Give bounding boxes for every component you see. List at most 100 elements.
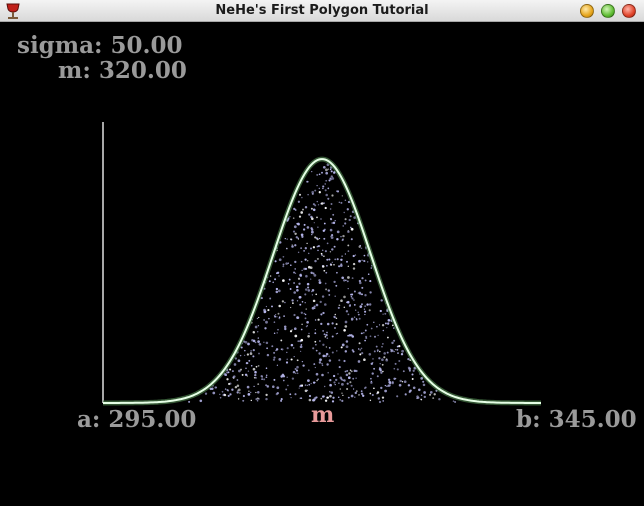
fill-dot <box>276 271 280 274</box>
fill-dot <box>350 394 354 398</box>
fill-dot <box>294 268 297 270</box>
fill-dot <box>360 247 363 250</box>
fill-dot <box>324 354 328 358</box>
fill-dot <box>324 303 327 306</box>
fill-dot <box>407 384 411 387</box>
fill-dot <box>286 247 288 250</box>
fill-dot <box>325 168 328 172</box>
fill-dot <box>355 377 357 379</box>
fill-dot <box>308 383 311 386</box>
fill-dot <box>255 377 257 379</box>
close-icon[interactable] <box>622 4 636 18</box>
fill-dot <box>282 263 285 266</box>
fill-dot <box>263 378 266 381</box>
fill-dot <box>335 317 338 319</box>
fill-dot <box>315 237 318 240</box>
fill-dot <box>321 254 323 257</box>
fill-dot <box>347 244 350 247</box>
fill-dot <box>412 369 415 372</box>
fill-dot <box>346 301 348 304</box>
fill-dot <box>289 393 292 396</box>
fill-dot <box>227 389 230 392</box>
fill-dot <box>321 362 323 365</box>
fill-dot <box>304 313 307 316</box>
fill-dot <box>353 290 356 293</box>
fill-dot <box>308 213 311 216</box>
fill-dot <box>429 393 432 396</box>
fill-dot <box>328 179 331 182</box>
fill-dot <box>302 208 304 211</box>
fill-dot <box>317 204 320 206</box>
fill-dot <box>359 281 362 285</box>
fill-dot <box>287 283 290 285</box>
fill-dot <box>398 383 402 387</box>
fill-dot <box>342 225 344 227</box>
fill-dot <box>337 306 340 309</box>
fill-dot <box>296 359 299 362</box>
fill-dot <box>353 304 356 306</box>
fill-dot <box>284 327 287 331</box>
fill-dot <box>286 238 288 240</box>
minimize-icon[interactable] <box>580 4 594 18</box>
fill-dot <box>331 248 334 251</box>
fill-dot <box>376 325 378 328</box>
fill-dot <box>335 284 338 287</box>
fill-dot <box>321 249 324 252</box>
fill-dot <box>345 345 349 349</box>
fill-dot <box>341 195 343 197</box>
fill-dot <box>343 359 346 363</box>
fill-dot <box>312 399 315 402</box>
fill-dot <box>328 258 331 261</box>
fill-dot <box>288 278 291 281</box>
fill-dot <box>321 264 324 267</box>
fill-dot <box>293 271 296 274</box>
fill-dot <box>272 358 276 361</box>
fill-dot <box>376 349 379 352</box>
fill-dot <box>303 268 306 271</box>
fill-dot <box>241 373 244 376</box>
fill-dot <box>325 179 328 182</box>
wine-glass-icon[interactable] <box>4 2 22 20</box>
fill-dot <box>331 234 334 237</box>
fill-dot <box>299 303 302 306</box>
fill-dot <box>343 328 346 332</box>
title-bar[interactable]: NeHe's First Polygon Tutorial <box>0 0 644 22</box>
fill-dot <box>358 394 360 396</box>
fill-dot <box>315 372 319 376</box>
fill-dot <box>212 391 216 395</box>
fill-dot <box>278 304 281 308</box>
maximize-icon[interactable] <box>601 4 615 18</box>
fill-dot <box>221 390 224 393</box>
fill-dot <box>395 377 397 380</box>
fill-dot <box>317 378 319 381</box>
fill-dot <box>265 384 268 387</box>
fill-dot <box>345 279 347 282</box>
fill-dot <box>334 327 336 329</box>
fill-dot <box>370 267 373 269</box>
fill-dot <box>303 223 306 226</box>
fill-dot <box>349 369 352 372</box>
fill-dot <box>298 193 302 196</box>
fill-dot <box>396 348 399 351</box>
fill-dot <box>401 381 404 383</box>
fill-dot <box>387 322 390 325</box>
fill-dot <box>317 245 320 248</box>
fill-dot <box>341 239 344 242</box>
fill-dot <box>324 189 327 192</box>
fill-dot <box>306 282 310 286</box>
fill-dot <box>265 374 268 377</box>
fill-dot <box>325 352 329 356</box>
fill-dot <box>338 201 340 203</box>
fill-dot <box>250 399 253 402</box>
fill-dot <box>333 280 336 284</box>
fill-dot <box>301 384 304 387</box>
window-title: NeHe's First Polygon Tutorial <box>215 3 429 18</box>
fill-dot <box>376 391 380 394</box>
fill-dot <box>382 329 385 332</box>
fill-dot <box>359 349 362 351</box>
fill-dot <box>408 367 412 371</box>
fill-dot <box>360 392 364 395</box>
fill-dot <box>257 340 260 343</box>
fill-dot <box>310 271 313 274</box>
fill-dot <box>423 395 426 399</box>
